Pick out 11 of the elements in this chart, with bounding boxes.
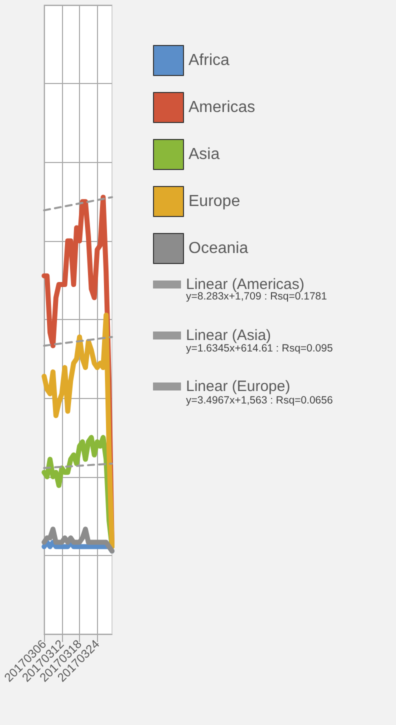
legend-label: Europe — [188, 193, 240, 210]
legend-label: Linear (Americas) — [186, 276, 304, 293]
legend-label: Americas — [188, 99, 256, 116]
legend-label: Oceania — [188, 240, 248, 257]
text: y=8.283x+1,709 : Rsq=0.1781 — [186, 290, 328, 302]
legend-label: Africa — [188, 52, 230, 69]
text: y=3.4967x+1,563 : Rsq=0.0656 — [186, 394, 333, 406]
legend-label: Linear (Asia) — [186, 327, 272, 344]
text: y=1.6345x+614.61 : Rsq=0.095 — [186, 342, 333, 354]
legend-label: Linear (Europe) — [186, 378, 290, 395]
legend-label: Asia — [188, 146, 220, 163]
